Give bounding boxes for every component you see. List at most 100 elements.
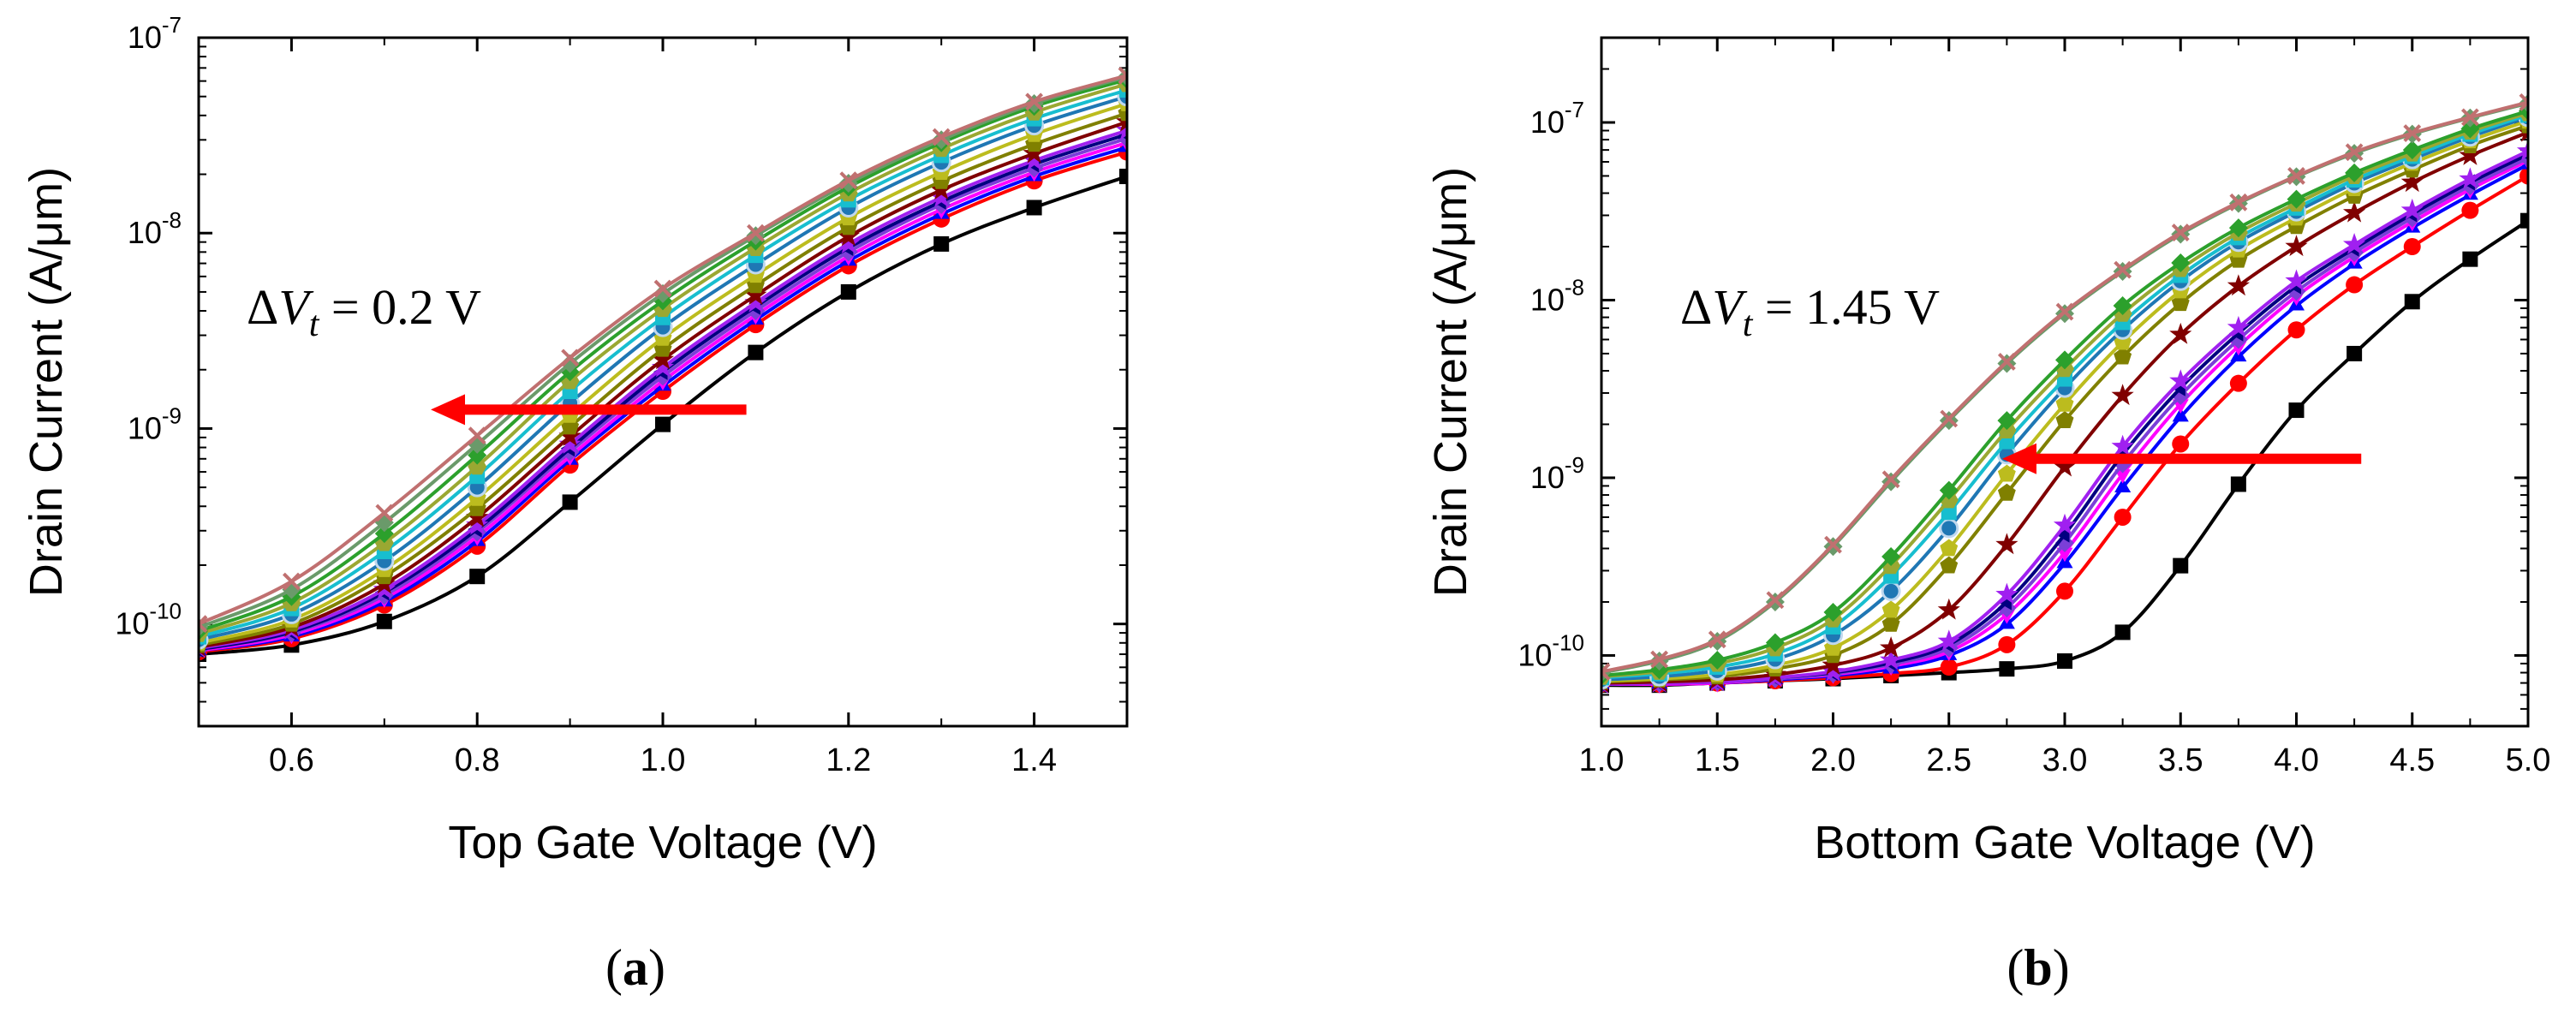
data-point — [2461, 201, 2479, 219]
data-point — [2459, 144, 2482, 165]
data-point — [1940, 539, 1959, 557]
data-point — [2055, 394, 2074, 412]
data-point — [2228, 218, 2248, 238]
data-point — [744, 283, 767, 306]
data-point — [1998, 635, 2016, 653]
data-point — [2520, 212, 2528, 229]
data-point — [2114, 624, 2131, 641]
data-point — [2345, 143, 2364, 162]
data-point — [2113, 296, 2132, 315]
data-point — [562, 494, 578, 510]
annotation-rest: = 1.45 V — [1752, 279, 1940, 335]
data-point — [1119, 169, 1127, 185]
panel-label-letter: b — [2024, 939, 2052, 996]
data-point — [2056, 547, 2073, 563]
data-point — [2114, 508, 2132, 526]
y-tick-base: 10 — [128, 215, 162, 250]
y-tick-exponent: -9 — [1565, 452, 1584, 478]
shift-arrow-head — [431, 394, 465, 426]
data-point — [1766, 591, 1785, 610]
data-point — [839, 171, 858, 190]
data-point — [1997, 411, 2017, 431]
y-axis-label: Drain Current (A/μm) — [21, 167, 72, 597]
data-point — [2343, 200, 2366, 223]
data-point — [2227, 274, 2250, 296]
data-point — [468, 426, 486, 445]
data-point — [1881, 547, 1901, 566]
y-tick-label: 10-9 — [1530, 452, 1584, 495]
data-point — [2172, 407, 2189, 422]
data-point — [1881, 581, 1901, 601]
data-point — [282, 572, 301, 591]
data-point — [2402, 140, 2422, 160]
series-group — [1601, 92, 2528, 694]
data-point — [1941, 504, 1957, 521]
data-point — [1880, 636, 1903, 658]
data-point — [2285, 269, 2308, 291]
data-point — [2400, 170, 2424, 193]
data-point — [1822, 659, 1845, 682]
data-point — [651, 355, 675, 378]
data-point — [466, 505, 489, 527]
x-tick-label: 1.0 — [1579, 742, 1625, 778]
x-axis-label: Top Gate Voltage (V) — [448, 817, 877, 868]
data-point — [1824, 535, 1842, 554]
y-tick-base: 10 — [1530, 460, 1565, 495]
y-tick-exponent: -10 — [1552, 629, 1584, 655]
data-point — [1940, 556, 1959, 574]
shift-arrow-head — [2001, 443, 2036, 474]
data-point — [1999, 661, 2015, 677]
data-point — [2055, 411, 2074, 428]
y-tick-base: 10 — [115, 606, 149, 641]
data-point — [2519, 92, 2528, 111]
data-point — [655, 416, 671, 432]
data-point — [2169, 369, 2192, 391]
y-tick-label: 10-9 — [128, 402, 182, 445]
data-point — [2114, 347, 2132, 365]
plot-frame — [197, 36, 1129, 728]
data-point — [2288, 402, 2305, 419]
data-point — [1650, 650, 1669, 669]
data-point — [1940, 658, 1958, 676]
panel-label-open: ( — [2007, 939, 2024, 996]
data-point — [2519, 167, 2528, 185]
data-point — [2459, 167, 2482, 189]
y-tick-exponent: -10 — [149, 599, 182, 624]
data-point — [2114, 469, 2132, 484]
data-point — [2404, 294, 2420, 310]
data-point — [2053, 513, 2077, 535]
data-point — [1026, 200, 1042, 216]
annotation-symbol: V — [1712, 279, 1748, 335]
x-tick-label: 3.0 — [2042, 742, 2088, 778]
data-point — [561, 349, 580, 367]
data-point — [744, 290, 767, 313]
x-tick-label: 1.5 — [1695, 742, 1740, 778]
x-axis-label: Bottom Gate Voltage (V) — [1814, 817, 2315, 868]
panel-label-close: ) — [648, 939, 665, 996]
data-point — [1939, 480, 1959, 500]
series-line — [1601, 100, 2528, 674]
data-point — [2403, 124, 2422, 142]
data-point — [469, 569, 486, 585]
data-point — [2285, 235, 2308, 257]
delta-vt-annotation: ΔVt = 1.45 V — [1680, 279, 1940, 344]
panel-label-open: ( — [605, 939, 623, 996]
data-point — [2173, 557, 2189, 574]
data-point — [199, 615, 208, 634]
data-point — [653, 279, 672, 298]
series-group — [199, 66, 1127, 663]
y-tick-label: 10-10 — [115, 599, 182, 641]
data-point — [2171, 223, 2190, 242]
panel-label: (b) — [2007, 939, 2069, 996]
x-tick-label: 0.8 — [455, 742, 500, 778]
y-tick-exponent: -9 — [162, 402, 182, 428]
data-point — [837, 224, 860, 247]
data-point — [558, 432, 581, 454]
y-tick-label: 10-8 — [128, 207, 182, 250]
data-point — [1880, 648, 1903, 670]
data-point — [933, 235, 950, 252]
y-tick-base: 10 — [128, 20, 162, 55]
data-point — [2346, 345, 2363, 361]
